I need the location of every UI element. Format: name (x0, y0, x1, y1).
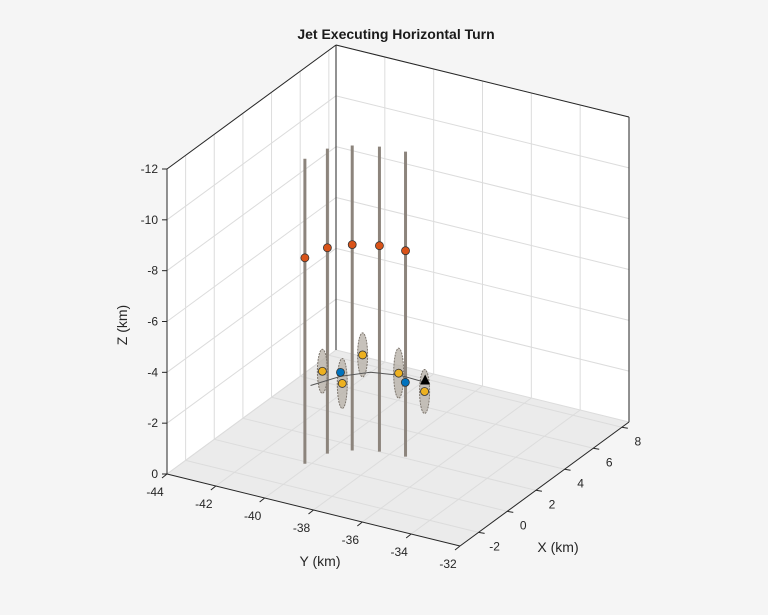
detection-point (317, 366, 327, 376)
wall-gridline-z (166, 247, 337, 373)
wall-gridline-z (335, 247, 630, 321)
z-tick-label: -2 (147, 416, 158, 430)
x-tick-label: 4 (577, 476, 584, 490)
truth-marker (420, 374, 431, 385)
track-point (400, 377, 410, 387)
x-tick-label: 0 (520, 518, 527, 532)
y-tick-label: -32 (439, 557, 457, 571)
wall-gridline-z (166, 146, 337, 272)
z-tick-label: 0 (151, 467, 158, 481)
x-tick (564, 468, 571, 471)
wall-gridline-z (335, 95, 630, 169)
axes-edges (161, 44, 630, 551)
sensor-point (375, 241, 384, 251)
detection-point (358, 350, 368, 360)
wall-gridline-z (335, 349, 630, 423)
y-tick (210, 485, 217, 491)
y-tick (161, 473, 168, 479)
x-tick (621, 426, 628, 429)
sensor-point (300, 253, 310, 263)
wall-gridline-z (166, 298, 337, 424)
x-tick (593, 447, 600, 450)
sensor-point (322, 243, 332, 253)
data-marks (300, 145, 431, 464)
floor-gridline-y (362, 397, 532, 523)
floor-gridline-y (410, 409, 581, 535)
y-axis-label: Y (km) (300, 553, 341, 569)
z-tick-label: -6 (147, 315, 158, 329)
z-tick-label: -8 (147, 264, 158, 278)
top-edge-left (166, 44, 337, 170)
chart-title: Jet Executing Horizontal Turn (297, 26, 494, 42)
tick-labels: 0 -2 -4 -6 -8 -10 -12 -44 -42 -40 -38 -36 -34 -32 -2 0 2… (141, 162, 642, 571)
x-tick (478, 531, 485, 534)
x-tick-label: 8 (634, 434, 641, 448)
wall-gridline-z (335, 197, 630, 270)
floor-gridline-y (215, 361, 386, 487)
y-tick-label: -36 (342, 533, 360, 547)
y-tick (308, 509, 314, 515)
wall-gridline-z (335, 298, 630, 372)
y-tick-label: -34 (390, 545, 408, 559)
detection-point (420, 387, 429, 396)
wall-gridline-z (166, 197, 337, 322)
z-tick-label: -10 (141, 213, 159, 227)
detection-point (394, 368, 404, 378)
z-tick-label: -4 (147, 365, 158, 379)
y-tick (259, 497, 265, 503)
y-tick-label: -40 (244, 509, 262, 523)
z-axis-label: Z (km) (114, 305, 130, 345)
x-tick-label: -2 (489, 539, 500, 553)
x-tick (507, 510, 514, 513)
sensor-point (347, 240, 357, 250)
floor-gridline-y (313, 385, 483, 511)
top-edge-right (335, 44, 630, 118)
grid-lines (166, 44, 630, 547)
track-point (336, 367, 345, 377)
wall-gridline-z (166, 349, 337, 475)
z-tick-label: -12 (141, 162, 159, 176)
y-tick (405, 533, 412, 539)
x-tick-label: 2 (549, 497, 556, 511)
wall-gridline-z (335, 146, 630, 220)
x-tick (535, 489, 542, 492)
y-tick-label: -38 (293, 521, 311, 535)
x-axis-line (459, 421, 630, 547)
y-tick (454, 545, 461, 551)
y-tick-label: -44 (146, 485, 164, 499)
x-axis-label: X (km) (537, 539, 578, 555)
trajectory-line (310, 371, 426, 386)
x-tick-label: 6 (606, 455, 613, 469)
wall-gridline-z (166, 95, 337, 221)
sensor-point (401, 246, 410, 256)
detection-point (337, 379, 347, 388)
y-tick-label: -42 (195, 497, 213, 511)
y-tick (357, 521, 363, 527)
